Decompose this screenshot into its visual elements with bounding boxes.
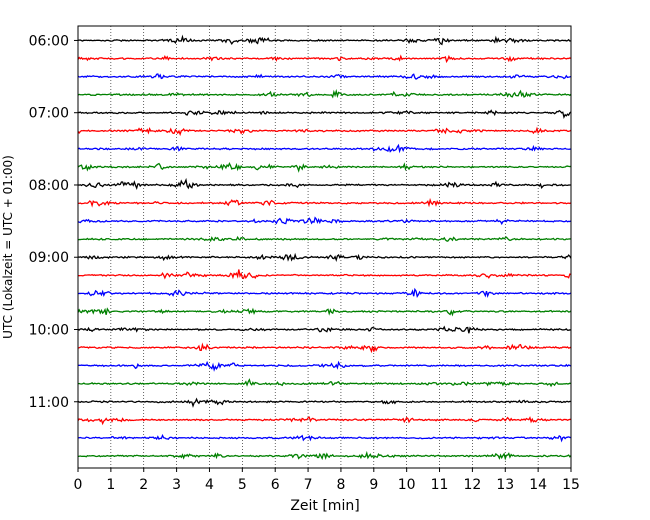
x-tick-label: 10 <box>398 477 416 493</box>
x-axis-label: Zeit [min] <box>290 498 359 514</box>
x-tick-label: 6 <box>271 477 280 493</box>
y-axis-label: UTC (Lokalzeit = UTC + 01:00) <box>1 155 15 339</box>
y-tick-label: 06:00 <box>29 33 69 49</box>
x-axis-ticks: 0 1 2 3 4 5 6 7 8 9 10 11 12 13 14 15 <box>74 468 580 493</box>
seismogram-trace <box>77 34 572 46</box>
y-tick-label: 09:00 <box>29 250 69 266</box>
x-tick-label: 13 <box>496 477 514 493</box>
seismogram-trace <box>77 109 572 120</box>
x-tick-label: 12 <box>463 477 481 493</box>
seismogram-trace <box>77 307 572 317</box>
y-tick-label: 10:00 <box>29 322 69 338</box>
x-tick-label: 11 <box>431 477 449 493</box>
x-tick-label: 1 <box>106 477 115 493</box>
x-tick-label: 4 <box>205 477 214 493</box>
seismogram-trace <box>77 397 572 408</box>
x-tick-label: 0 <box>74 477 83 493</box>
seismogram-trace <box>77 433 572 443</box>
seismogram-trace <box>77 54 572 64</box>
plot-frame <box>77 25 572 469</box>
seismogram-trace <box>77 325 572 334</box>
x-tick-label: 15 <box>562 477 580 493</box>
seismogram-trace <box>77 378 572 388</box>
seismogram-trace <box>77 162 572 173</box>
seismogram-trace <box>77 126 572 137</box>
x-tick-label: 5 <box>238 477 247 493</box>
x-tick-label: 2 <box>139 477 148 493</box>
y-axis-ticks: 06:00 07:00 08:00 09:00 10:00 11:00 <box>29 33 78 411</box>
seismogram-trace <box>77 269 572 280</box>
y-tick-label: 11:00 <box>29 395 69 411</box>
seismogram-trace <box>77 197 572 208</box>
seismogram-trace <box>77 360 572 372</box>
seismogram-trace <box>77 216 572 226</box>
y-tick-label: 08:00 <box>29 178 69 194</box>
seismogram-trace <box>77 73 572 80</box>
seismogram-trace <box>77 235 572 243</box>
seismogram-trace <box>77 416 572 426</box>
seismogram-trace <box>77 177 571 190</box>
x-tick-label: 3 <box>172 477 181 493</box>
x-tick-label: 9 <box>369 477 378 493</box>
seismogram-trace <box>77 342 572 354</box>
x-tick-label: 14 <box>529 477 547 493</box>
x-tick-label: 7 <box>304 477 313 493</box>
seismogram-trace <box>77 450 572 461</box>
seismogram-trace <box>77 287 572 299</box>
y-tick-label: 07:00 <box>29 106 69 122</box>
seismogram-trace <box>77 252 572 262</box>
seismogram-trace <box>77 143 572 154</box>
seismogram-trace <box>77 88 572 99</box>
seismogram-traces <box>77 34 572 461</box>
x-tick-label: 8 <box>336 477 345 493</box>
